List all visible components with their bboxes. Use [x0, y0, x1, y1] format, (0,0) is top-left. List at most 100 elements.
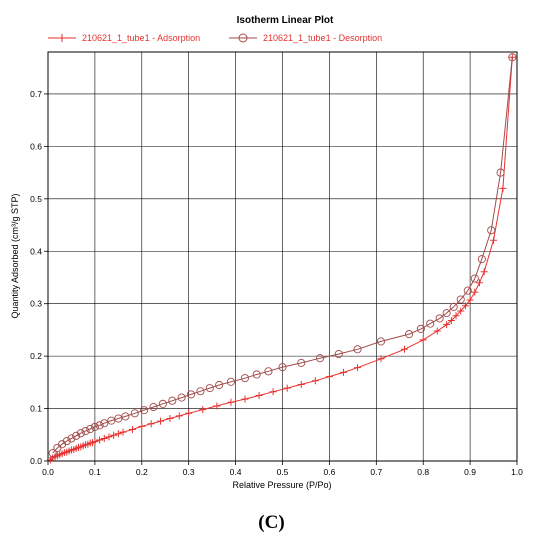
series-layer — [46, 53, 517, 464]
data-point — [477, 255, 486, 264]
x-tick-label: 0.7 — [370, 467, 382, 477]
legend-desorption-marker — [238, 33, 248, 43]
data-point — [442, 309, 451, 318]
data-point — [449, 302, 458, 311]
data-point — [227, 398, 235, 406]
desorption-series — [48, 53, 517, 458]
y-tick-label: 0.1 — [30, 404, 42, 414]
data-point — [240, 374, 250, 383]
data-point — [177, 393, 186, 402]
data-point — [416, 324, 425, 333]
x-tick-label: 1.0 — [511, 467, 523, 477]
y-tick-label: 0.4 — [30, 246, 42, 256]
x-tick-label: 0.1 — [89, 467, 101, 477]
data-point — [470, 274, 479, 283]
data-point — [105, 433, 113, 441]
data-point — [353, 345, 362, 354]
data-point — [91, 438, 99, 446]
data-point — [147, 420, 155, 428]
data-point — [376, 337, 386, 346]
data-point — [480, 268, 488, 276]
data-point — [130, 409, 139, 418]
data-point — [315, 354, 325, 363]
data-point — [158, 399, 167, 408]
data-point — [269, 388, 277, 396]
data-point — [447, 316, 455, 324]
y-axis-label: Quantity Adsorbed (cm³/g STP) — [10, 193, 20, 318]
data-point — [72, 431, 81, 440]
data-point — [166, 415, 174, 423]
desorption-line — [52, 57, 513, 454]
data-point — [452, 312, 460, 320]
data-point — [86, 424, 95, 434]
x-tick-label: 0.4 — [230, 467, 242, 477]
data-point — [405, 330, 414, 339]
data-point — [255, 391, 263, 399]
data-point — [196, 387, 205, 396]
data-point — [81, 427, 90, 436]
data-point — [496, 168, 505, 177]
x-tick-label: 0.3 — [183, 467, 195, 477]
x-tick-label: 0.0 — [42, 467, 54, 477]
data-point — [213, 402, 221, 410]
x-tick-label: 0.5 — [277, 467, 289, 477]
data-point — [96, 436, 104, 444]
x-axis-ticks: 0.0 0.1 0.2 0.3 0.4 0.5 0.6 0.7 0.8 0.9 1.0 — [42, 461, 523, 477]
data-point — [400, 345, 408, 353]
adsorption-line — [49, 57, 513, 461]
data-point — [499, 184, 507, 192]
data-point — [140, 406, 149, 415]
panel-label: (C) — [258, 512, 285, 533]
data-point — [377, 355, 385, 363]
data-point — [334, 349, 343, 359]
data-point — [471, 288, 479, 296]
legend-adsorption-label: 210621_1_tube1 - Adsorption — [82, 33, 200, 43]
data-point — [325, 373, 333, 381]
data-point — [67, 434, 76, 443]
data-point — [354, 364, 362, 372]
data-point — [463, 286, 472, 295]
data-point — [76, 429, 85, 438]
data-point — [149, 402, 158, 412]
y-axis-ticks: 0.0 0.1 0.2 0.3 0.4 0.5 0.6 0.7 — [30, 89, 48, 466]
data-point — [48, 449, 57, 458]
data-point — [339, 368, 347, 376]
adsorption-series — [46, 53, 516, 464]
x-tick-label: 0.8 — [417, 467, 429, 477]
data-point — [110, 431, 118, 439]
data-point — [283, 384, 291, 392]
data-point — [461, 302, 469, 310]
data-point — [278, 363, 287, 372]
data-point — [95, 421, 104, 430]
data-point — [107, 416, 116, 425]
data-point — [475, 279, 483, 287]
data-point — [226, 377, 235, 386]
data-point — [435, 314, 444, 323]
data-point — [241, 395, 249, 403]
y-tick-label: 0.2 — [30, 351, 42, 361]
data-point — [456, 295, 465, 304]
data-point — [297, 380, 305, 388]
data-point — [53, 443, 62, 452]
data-point — [215, 380, 224, 390]
data-point — [119, 428, 127, 436]
data-point — [168, 396, 177, 405]
x-tick-label: 0.6 — [323, 467, 335, 477]
x-axis-label: Relative Pressure (P/Po) — [232, 480, 331, 490]
y-tick-label: 0.5 — [30, 194, 42, 204]
legend: 210621_1_tube1 - Adsorption 210621_1_tub… — [48, 33, 382, 43]
chart-title: Isotherm Linear Plot — [237, 15, 334, 26]
y-tick-label: 0.6 — [30, 141, 42, 151]
data-point — [466, 296, 474, 304]
data-point — [186, 390, 196, 399]
data-point — [297, 358, 306, 367]
data-point — [100, 434, 108, 442]
data-point — [426, 319, 435, 328]
data-point — [508, 53, 517, 62]
y-tick-label: 0.3 — [30, 299, 42, 309]
x-tick-label: 0.2 — [136, 467, 148, 477]
data-point — [419, 336, 427, 344]
data-point — [157, 417, 165, 425]
data-point — [311, 377, 319, 385]
